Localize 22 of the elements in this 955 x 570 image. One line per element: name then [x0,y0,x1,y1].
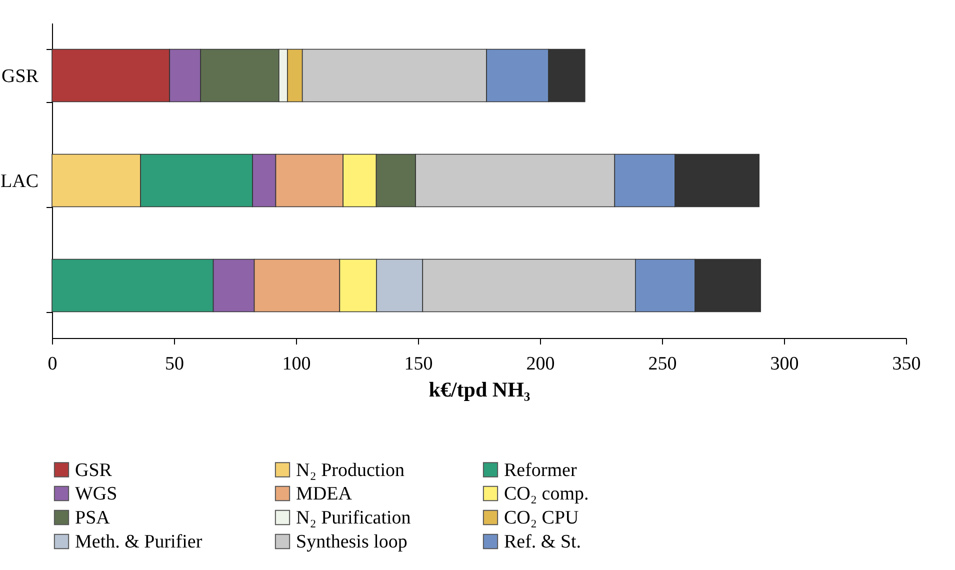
legend-label: Meth. & Purifier [75,532,203,552]
x-tick-label: 50 [165,354,184,374]
x-axis-title: k€/tpd NH₃ [428,378,530,402]
legend-label: Reformer [504,460,578,481]
x-tick-label: 0 [48,354,58,374]
legend-label: Synthesis loop [296,532,408,552]
x-tick-label: 300 [770,354,799,374]
x-tick-label: 250 [648,354,677,374]
legend-label: MDEA [296,484,352,504]
x-tick-label: 100 [282,354,311,374]
legend-label: WGS [75,484,118,504]
legend-label: CO₂ CPU [504,508,580,528]
legend-label: Ref. & St. [504,532,582,552]
x-tick-label: 350 [892,354,921,374]
legend-label: GSR [75,460,112,481]
x-tick-label: 200 [526,354,555,374]
x-tick-label: 150 [404,354,433,374]
legend-label: N₂ Production [296,460,405,481]
legend-label: N₂ Purification [296,508,412,528]
legend-label: CO₂ comp. [504,484,589,504]
y-tick-label: LAC [0,171,38,192]
legend-label: PSA [75,508,110,528]
